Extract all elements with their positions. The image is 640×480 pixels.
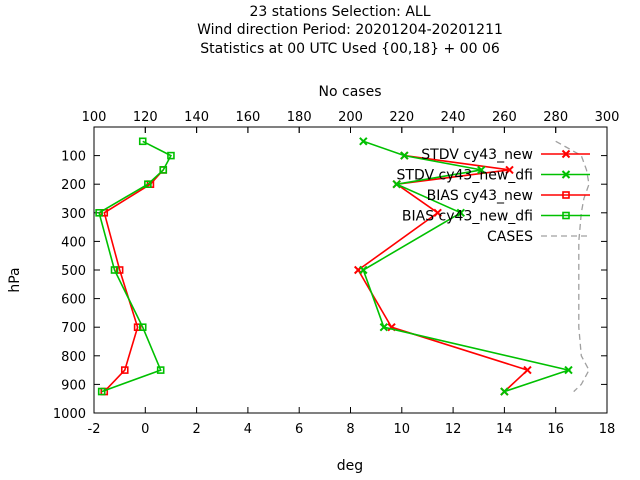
x2-tick-label: 140 bbox=[184, 110, 209, 125]
legend-label: STDV cy43_new bbox=[421, 147, 533, 163]
y-tick-label: 300 bbox=[61, 207, 86, 222]
legend-label: BIAS cy43_new_dfi bbox=[402, 209, 533, 225]
x-tick-label: 12 bbox=[445, 422, 462, 437]
legend-marker bbox=[562, 211, 570, 220]
legend-marker bbox=[561, 149, 571, 159]
x-tick-label: 8 bbox=[346, 422, 354, 437]
y-tick-label: 600 bbox=[61, 293, 86, 308]
point-mark-stroke bbox=[561, 170, 571, 179]
y-tick-label: 1000 bbox=[53, 407, 86, 422]
y-tick-label: 800 bbox=[61, 350, 86, 365]
data-point bbox=[359, 265, 368, 275]
data-point bbox=[379, 322, 389, 332]
series-line bbox=[98, 140, 172, 393]
data-point bbox=[433, 208, 442, 218]
x-tick-label: 18 bbox=[599, 422, 616, 437]
legend-label: STDV cy43_new_dfi bbox=[397, 168, 533, 184]
point-mark-stroke bbox=[505, 165, 514, 175]
y-tick-label: 500 bbox=[61, 264, 86, 279]
x-tick-label: 6 bbox=[295, 422, 303, 437]
legend-marker bbox=[562, 191, 570, 199]
x2-tick-label: 120 bbox=[133, 110, 158, 125]
data-point bbox=[564, 365, 573, 375]
series-line bbox=[103, 169, 164, 393]
legend-label: CASES bbox=[487, 229, 533, 245]
x2-tick-label: 300 bbox=[595, 110, 620, 125]
y-tick-label: 200 bbox=[61, 178, 86, 193]
x-tick-label: -2 bbox=[88, 422, 101, 437]
y-tick-label: 400 bbox=[61, 235, 86, 250]
point-mark-stroke bbox=[477, 165, 486, 175]
point-mark-stroke bbox=[456, 208, 466, 218]
legend-label: BIAS cy43_new bbox=[427, 188, 533, 204]
x-tick-label: 16 bbox=[547, 422, 564, 437]
data-point bbox=[144, 180, 152, 188]
chart-title-line-3: Statistics at 00 UTC Used {00,18} + 00 0… bbox=[200, 41, 500, 57]
x2-axis-label: No cases bbox=[319, 84, 382, 100]
point-mark-stroke bbox=[359, 137, 368, 146]
series-line bbox=[357, 154, 530, 393]
x2-tick-label: 260 bbox=[492, 110, 517, 125]
x-tick-label: 10 bbox=[394, 422, 411, 437]
y-tick-label: 900 bbox=[61, 378, 86, 393]
data-point bbox=[392, 179, 401, 189]
x2-tick-label: 100 bbox=[82, 110, 107, 125]
data-point bbox=[400, 151, 409, 160]
data-point bbox=[159, 166, 168, 174]
chart-title-line-2: Wind direction Period: 20201204-20201211 bbox=[197, 22, 503, 38]
point-mark-stroke bbox=[400, 151, 409, 160]
data-point bbox=[110, 266, 119, 274]
data-point bbox=[120, 366, 129, 374]
x-axis-label: deg bbox=[337, 458, 363, 474]
point-mark-stroke bbox=[392, 179, 401, 189]
y-tick-label: 700 bbox=[61, 321, 86, 336]
point-mark-stroke bbox=[523, 365, 532, 375]
data-point bbox=[523, 365, 532, 375]
data-point bbox=[95, 209, 103, 217]
point-mark-stroke bbox=[387, 322, 396, 332]
point-mark-stroke bbox=[561, 149, 571, 159]
data-point bbox=[500, 387, 509, 396]
data-point bbox=[97, 387, 106, 396]
point-mark-stroke bbox=[433, 208, 442, 218]
data-point bbox=[115, 266, 124, 274]
data-point bbox=[167, 151, 175, 160]
data-point bbox=[505, 165, 514, 175]
series-3 bbox=[95, 137, 175, 396]
data-point bbox=[138, 137, 147, 146]
point-mark-stroke bbox=[379, 322, 389, 332]
x-tick-label: 0 bbox=[141, 422, 149, 437]
legend-marker bbox=[561, 170, 571, 179]
data-point bbox=[133, 323, 142, 332]
x-tick-label: 14 bbox=[496, 422, 513, 437]
point-mark-stroke bbox=[564, 365, 573, 375]
series-line bbox=[555, 140, 590, 393]
series-1 bbox=[359, 137, 573, 396]
legend: STDV cy43_new STDV cy43_new_dfi BIAS cy43_… bbox=[397, 147, 590, 245]
data-point bbox=[138, 323, 147, 332]
point-mark-stroke bbox=[359, 265, 368, 275]
x-tick-label: 4 bbox=[244, 422, 252, 437]
point-mark-stroke bbox=[500, 387, 509, 396]
x2-tick-label: 200 bbox=[338, 110, 363, 125]
x2-tick-label: 240 bbox=[441, 110, 466, 125]
x-tick-label: 2 bbox=[192, 422, 200, 437]
data-point bbox=[456, 208, 466, 218]
y-axis-label: hPa bbox=[7, 267, 23, 292]
x2-tick-label: 280 bbox=[543, 110, 568, 125]
x2-tick-label: 180 bbox=[287, 110, 312, 125]
y-tick-label: 100 bbox=[61, 150, 86, 165]
chart-title-line-1: 23 stations Selection: ALL bbox=[249, 4, 430, 20]
series-4 bbox=[555, 140, 590, 393]
x2-tick-label: 160 bbox=[235, 110, 260, 125]
data-point bbox=[477, 165, 486, 175]
data-point bbox=[156, 366, 165, 374]
x2-tick-label: 220 bbox=[389, 110, 414, 125]
data-point bbox=[359, 137, 368, 146]
